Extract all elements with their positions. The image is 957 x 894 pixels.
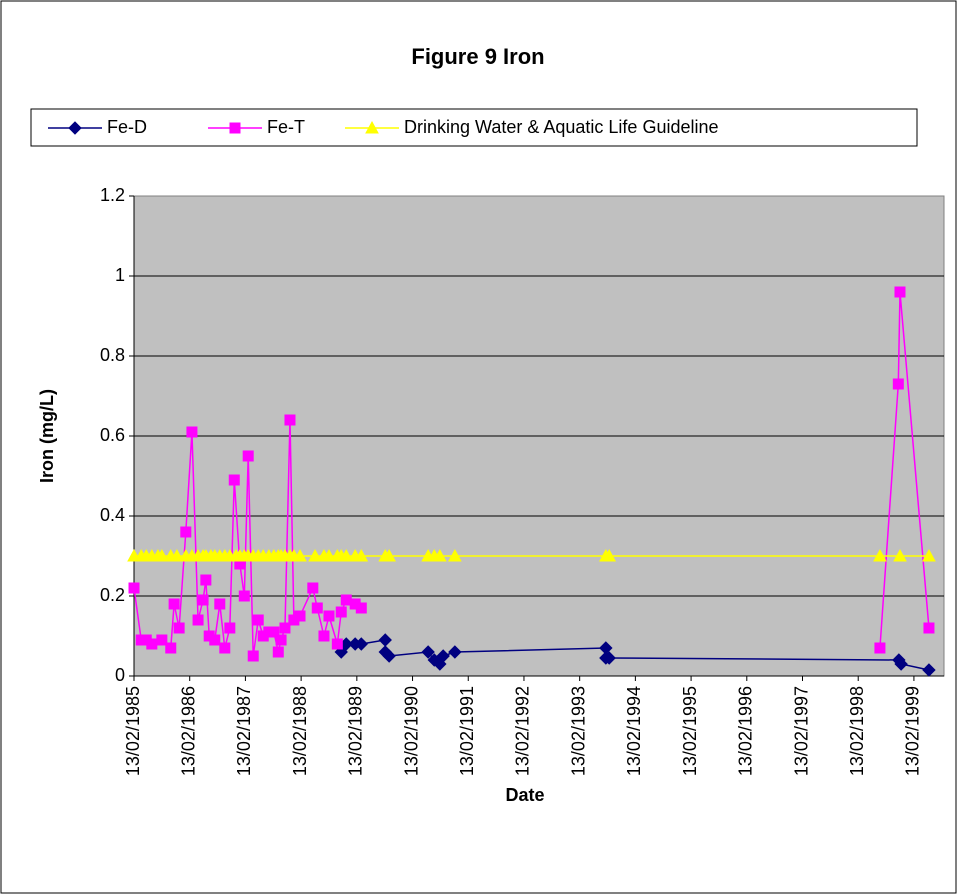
point [279,622,291,634]
point [892,378,904,390]
point [873,548,887,562]
point [382,548,396,562]
y-tick-label: 0.4 [100,505,125,525]
point [252,614,264,626]
point [197,594,209,606]
point [318,630,330,642]
point [354,637,368,651]
x-axis-label: Date [505,785,544,805]
x-tick-label: 13/02/1991 [457,686,477,776]
point [354,548,369,562]
point [894,286,906,298]
point [224,622,236,634]
legend-box [30,108,918,147]
point [448,645,462,659]
x-tick-label: 13/02/1997 [791,686,811,776]
legend-label: Drinking Water & Aquatic Life Guideline [404,117,719,137]
point [214,598,226,610]
point [448,548,462,562]
point [209,634,221,646]
point [238,590,250,602]
point [170,548,184,562]
legend-marker [229,122,241,134]
point [322,548,336,562]
x-tick-label: 13/02/1988 [290,686,310,776]
point [874,642,886,654]
point [146,638,158,650]
point [168,598,180,610]
point [293,548,307,562]
x-tick-label: 13/02/1994 [624,686,644,776]
point [355,602,367,614]
point [200,574,212,586]
point [192,614,204,626]
x-tick-label: 13/02/1995 [680,686,700,776]
point [432,548,447,562]
point [242,450,254,462]
point [308,548,322,562]
y-tick-label: 0.8 [100,345,125,365]
x-tick-label: 13/02/1985 [123,686,143,776]
point [382,649,396,663]
point [180,526,192,538]
chart-title: Figure 9 Iron [411,44,544,69]
point [186,426,198,438]
point [602,651,616,665]
x-tick-label: 13/02/1993 [568,686,588,776]
point [228,474,240,486]
point [294,610,306,622]
point [275,634,287,646]
point [156,634,168,646]
y-axis-label: Iron (mg/L) [37,389,57,483]
x-tick-label: 13/02/1990 [401,686,421,776]
point [922,663,936,677]
point [331,638,343,650]
x-tick-label: 13/02/1989 [346,686,366,776]
point [436,649,450,663]
point [128,582,140,594]
point [247,650,259,662]
point [307,582,319,594]
point [165,642,177,654]
x-tick-label: 13/02/1996 [736,686,756,776]
legend-marker [68,121,82,135]
x-tick-label: 13/02/1987 [234,686,254,776]
point [219,642,231,654]
point [155,548,169,562]
x-tick-label: 13/02/1999 [903,686,923,776]
point [922,548,936,562]
point [334,645,348,659]
point [602,548,617,562]
legend-marker [365,120,379,134]
point [268,626,280,638]
point [421,645,435,659]
point [894,657,908,671]
y-tick-label: 1 [115,265,125,285]
point [284,414,296,426]
point [893,548,907,562]
point [173,622,185,634]
x-tick-label: 13/02/1998 [847,686,867,776]
y-tick-label: 0.2 [100,585,125,605]
legend-label: Fe-D [107,117,147,137]
point [923,622,935,634]
point [339,548,354,562]
x-tick-label: 13/02/1992 [513,686,533,776]
y-tick-label: 0.6 [100,425,125,445]
x-tick-label: 13/02/1986 [178,686,198,776]
y-tick-label: 1.2 [100,185,125,205]
legend-label: Fe-T [267,117,305,137]
y-tick-label: 0 [115,665,125,685]
point [311,602,323,614]
point [323,610,335,622]
point [335,606,347,618]
point [272,646,284,658]
